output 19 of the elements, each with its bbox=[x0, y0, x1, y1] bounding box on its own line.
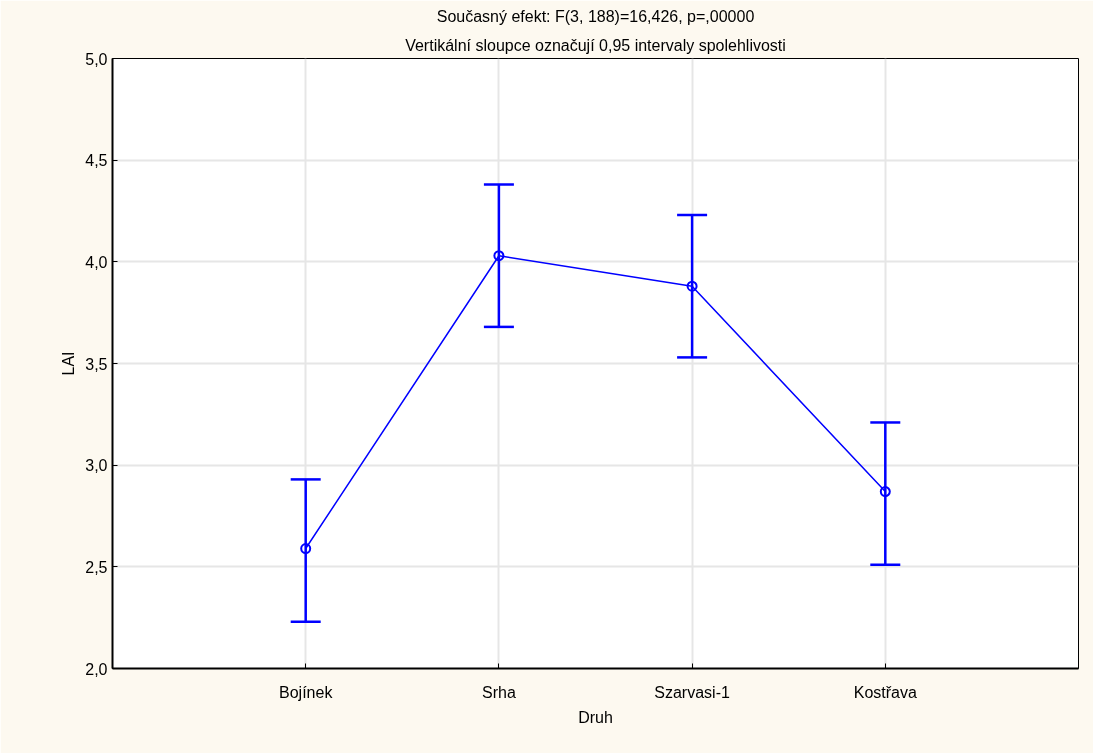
point bbox=[686, 280, 698, 292]
point bbox=[300, 543, 312, 555]
x-tick-label: Bojínek bbox=[279, 683, 334, 701]
y-tick-label: 2,5 bbox=[85, 558, 108, 576]
x-tick-label: Kostřava bbox=[853, 683, 917, 701]
chart-title: Současný efekt: F(3, 188)=16,426, p=,00000 bbox=[436, 7, 755, 25]
y-tick-label: 2,0 bbox=[85, 660, 108, 678]
y-tick-label: 4,0 bbox=[85, 253, 108, 271]
y-tick-label: 3,0 bbox=[85, 457, 108, 475]
x-tick-label: Szarvasi-1 bbox=[654, 683, 730, 701]
y-tick-label: 5,0 bbox=[85, 50, 108, 68]
point bbox=[879, 486, 891, 498]
point bbox=[493, 250, 505, 262]
y-tick-label: 4,5 bbox=[85, 152, 108, 170]
y-tick-label: 3,5 bbox=[85, 355, 108, 373]
x-axis-title: Druh bbox=[578, 708, 613, 726]
x-tick-label: Srha bbox=[482, 683, 516, 701]
y-axis-title: LAI bbox=[60, 351, 78, 376]
chart-subtitle: Vertikální sloupce označují 0,95 intervaly spolehlivosti bbox=[405, 36, 786, 54]
